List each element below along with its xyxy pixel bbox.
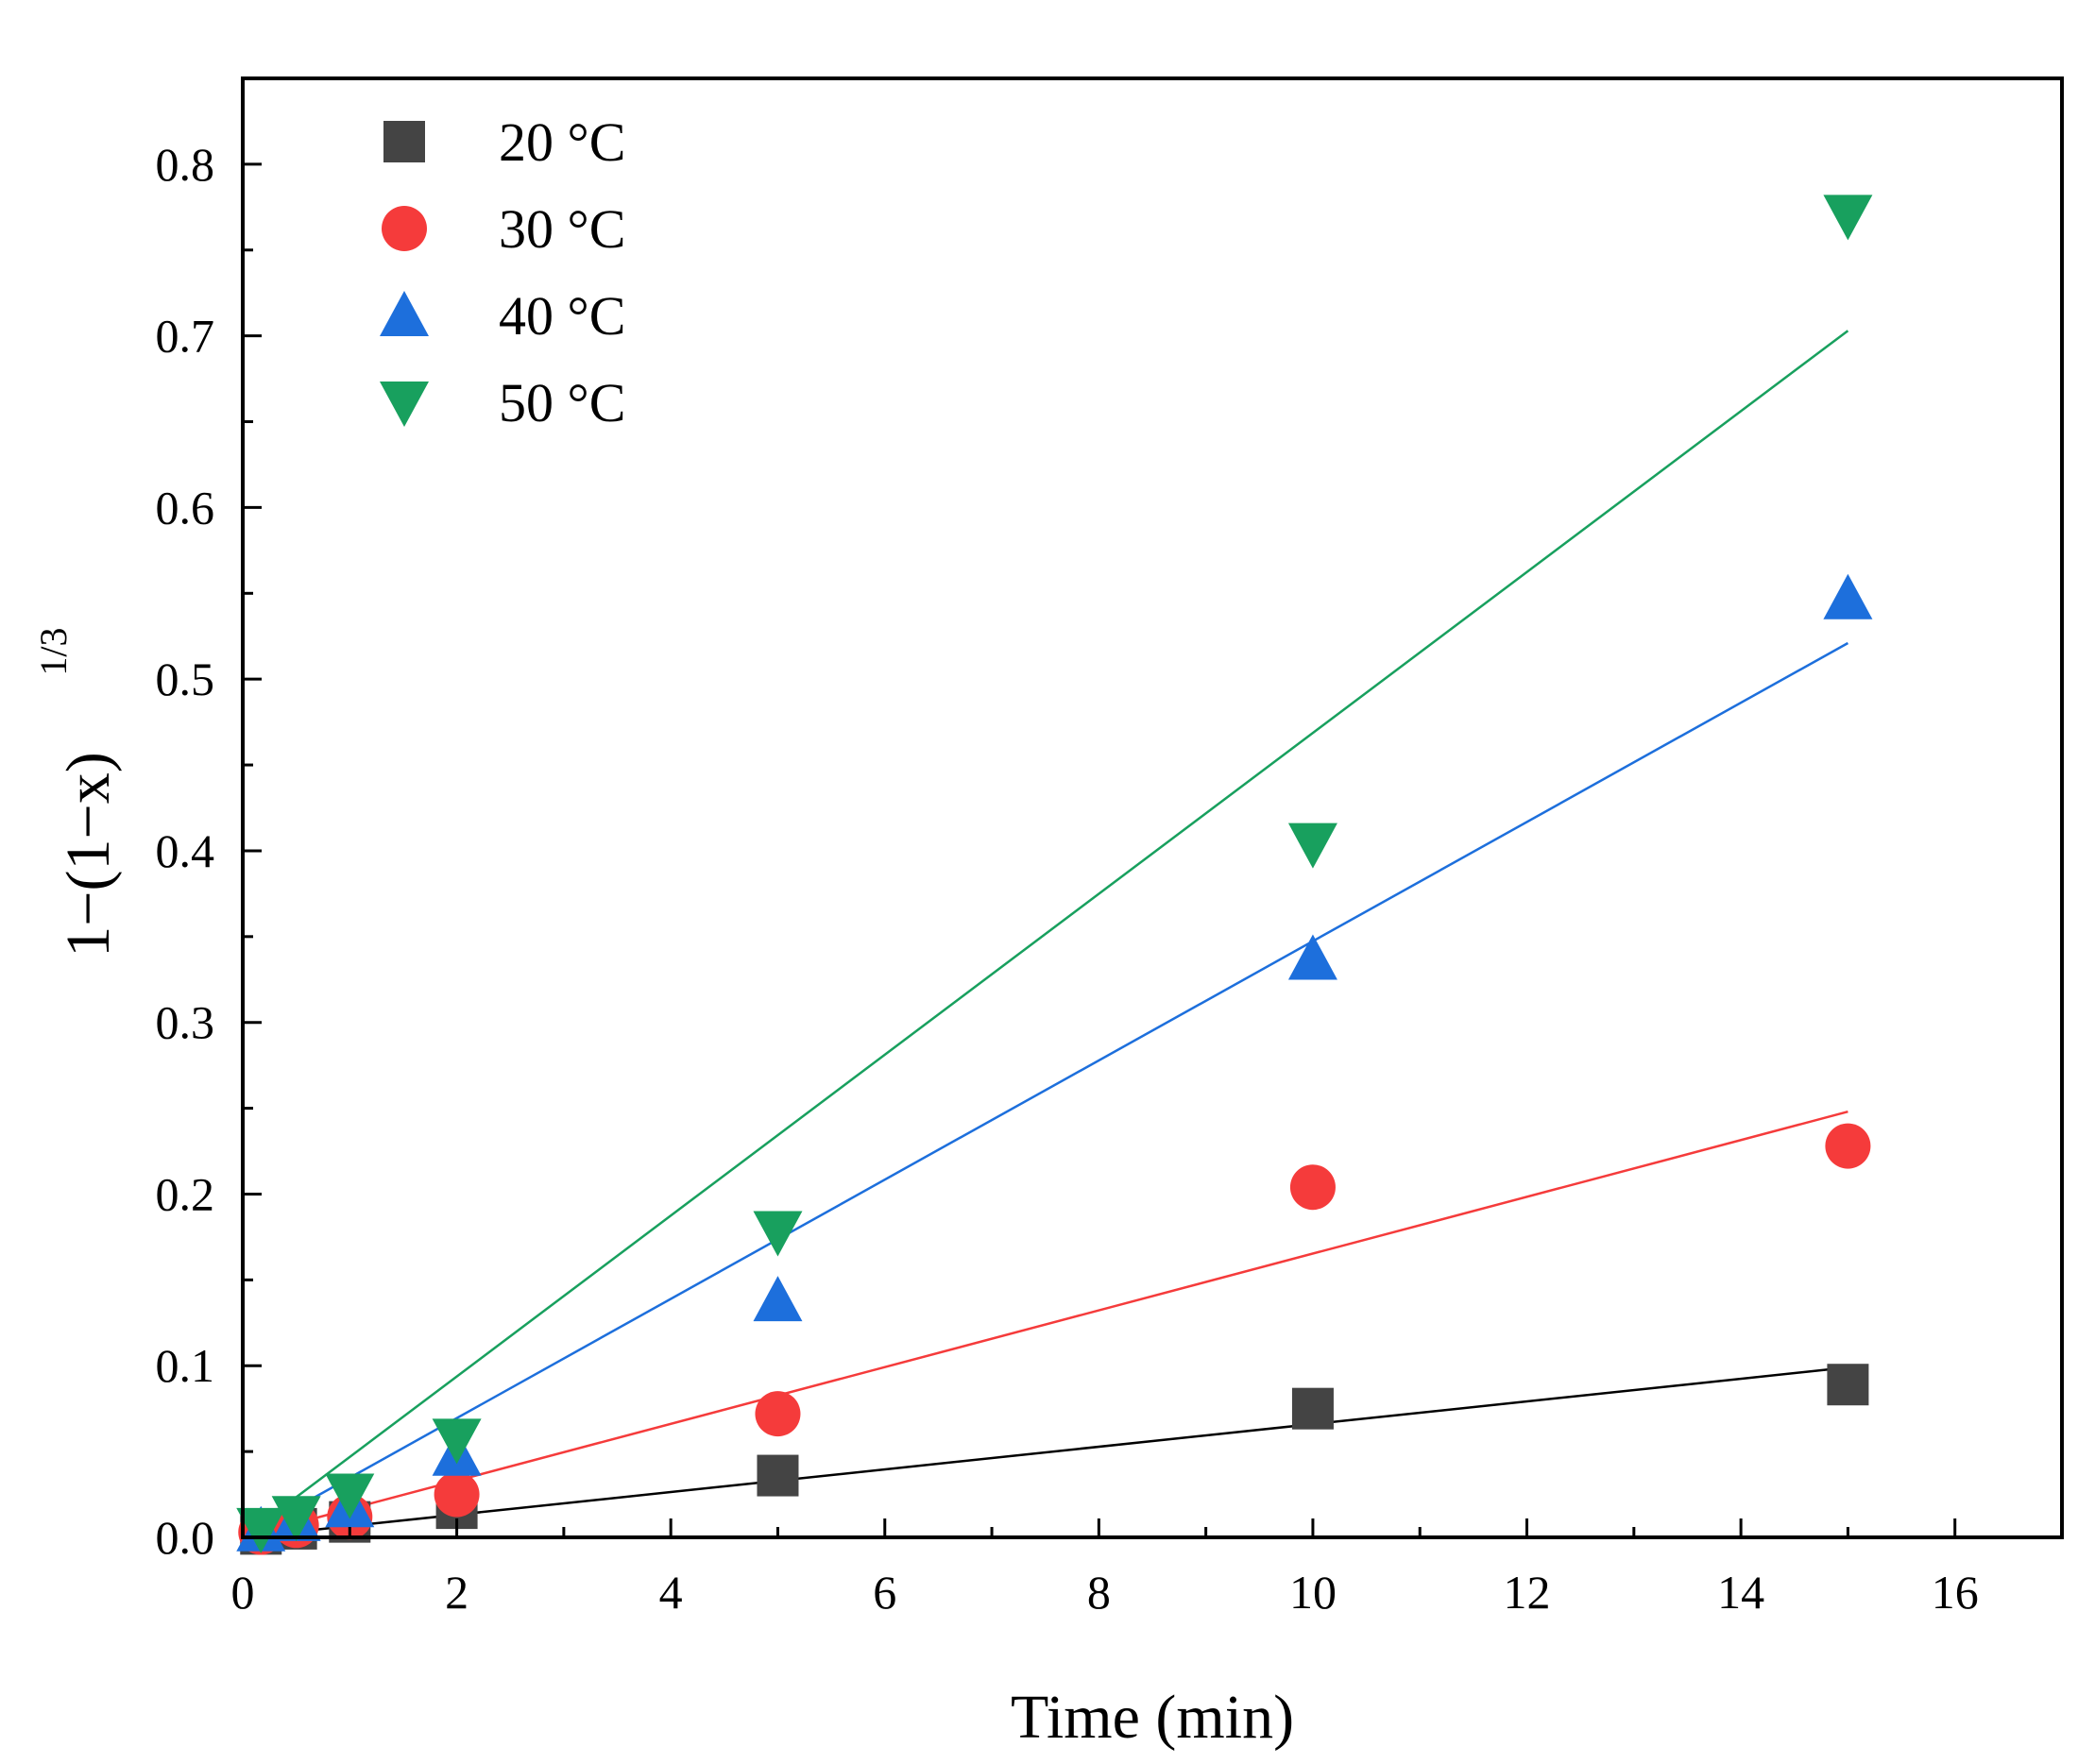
- y-tick-label: 0.0: [156, 1511, 215, 1564]
- y-axis-ticks: 0.0 0.1 0.2 0.3 0.4 0.5 0.6 0.7 0.8: [156, 138, 262, 1564]
- data-point-series-4: [271, 1496, 321, 1542]
- data-point-series-1: [1291, 1387, 1334, 1430]
- x-axis-title: Time (min): [1011, 1683, 1294, 1752]
- x-tick-label: 6: [873, 1566, 896, 1619]
- y-tick-label: 0.4: [156, 824, 215, 877]
- y-tick-label: 0.7: [156, 310, 215, 363]
- data-point-series-4: [325, 1473, 375, 1519]
- data-point-series-2: [1289, 1164, 1336, 1211]
- data-point-series-4: [236, 1507, 286, 1553]
- x-tick-label: 10: [1289, 1566, 1337, 1619]
- x-tick-label: 16: [1932, 1566, 1979, 1619]
- fit-line-1: [242, 1365, 1848, 1539]
- x-tick-label: 2: [445, 1566, 468, 1619]
- fit-line-2: [242, 1111, 1848, 1539]
- plot-frame: [241, 76, 2064, 1539]
- x-tick-label: 14: [1717, 1566, 1764, 1619]
- x-axis-ticks: 0 2 4 6 8 10 12 14 16: [231, 1518, 1979, 1619]
- x-tick-label: 12: [1504, 1566, 1551, 1619]
- fit-line-3: [242, 641, 1849, 1539]
- y-tick-label: 0.3: [156, 996, 215, 1049]
- legend-marker-3: [380, 291, 429, 336]
- y-tick-label: 0.8: [156, 138, 215, 191]
- y-tick-label: 0.1: [156, 1339, 215, 1392]
- y-tick-label: 0.5: [156, 653, 215, 705]
- x-tick-label: 8: [1087, 1566, 1111, 1619]
- data-point-series-3: [1287, 934, 1337, 980]
- fit-lines: [242, 330, 1849, 1539]
- legend: 20 °C 30 °C 40 °C 50 °C: [380, 111, 625, 433]
- x-tick-label: 4: [659, 1566, 683, 1619]
- legend-marker-1: [383, 121, 425, 162]
- data-point-series-4: [432, 1418, 482, 1465]
- data-point-series-4: [753, 1211, 803, 1257]
- data-point-series-2: [434, 1471, 480, 1518]
- legend-label: 50 °C: [499, 372, 625, 433]
- legend-marker-4: [380, 382, 429, 427]
- x-tick-label: 0: [231, 1566, 255, 1619]
- data-point-series-1: [1827, 1364, 1869, 1406]
- y-axis-title-superscript: 1/3: [32, 627, 75, 675]
- y-axis-title-main: 1−(1−x): [54, 752, 123, 957]
- y-tick-label: 0.6: [156, 481, 215, 534]
- data-point-series-1: [757, 1454, 799, 1497]
- legend-marker-2: [382, 206, 427, 251]
- data-markers: [236, 195, 1873, 1555]
- legend-label: 40 °C: [499, 285, 625, 347]
- data-point-series-4: [1823, 195, 1873, 241]
- data-point-series-3: [1823, 573, 1873, 619]
- y-axis-title: 1−(1−x) 1/3: [32, 627, 123, 957]
- legend-label: 30 °C: [499, 198, 625, 260]
- fit-line-4: [242, 330, 1849, 1538]
- data-point-series-4: [1287, 823, 1337, 869]
- data-point-series-3: [753, 1276, 803, 1322]
- y-tick-label: 0.2: [156, 1167, 215, 1220]
- data-point-series-2: [755, 1391, 801, 1437]
- data-point-series-2: [1825, 1123, 1871, 1169]
- legend-label: 20 °C: [499, 111, 625, 173]
